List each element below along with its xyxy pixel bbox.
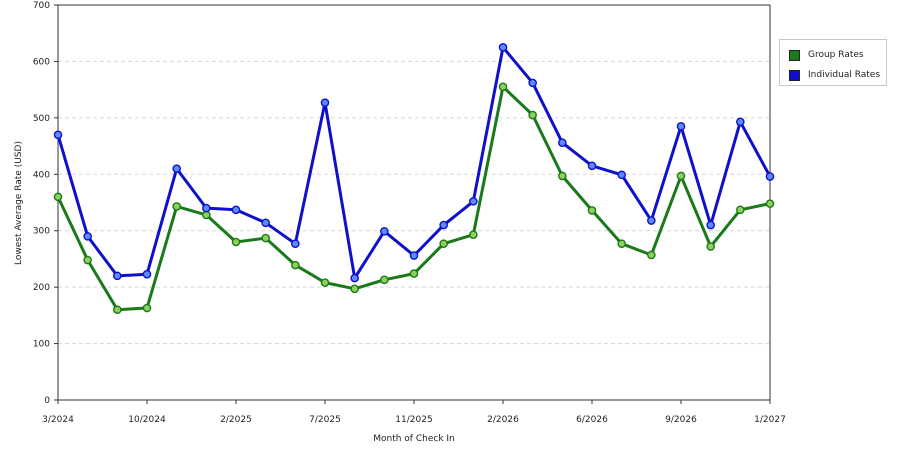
y-axis-title: Lowest Average Rate (USD) (14, 141, 24, 265)
data-point-group-rates (380, 275, 389, 285)
data-point-group-rates (53, 192, 63, 202)
data-point-group-rates (676, 171, 686, 181)
data-point-group-rates (528, 110, 537, 120)
data-point-group-rates (261, 233, 270, 243)
series (53, 43, 775, 315)
data-point-individual-rates (647, 216, 656, 225)
legend-item-individual-rates: Individual Rates (789, 68, 880, 82)
data-point-group-rates (498, 82, 508, 92)
data-point-individual-rates (498, 43, 508, 52)
data-point-individual-rates (83, 232, 92, 241)
data-point-individual-rates (617, 170, 626, 180)
data-point-individual-rates (142, 269, 152, 279)
legend-item-group-rates: Group Rates (789, 48, 864, 62)
y-tick-label: 500 (33, 114, 50, 124)
data-point-individual-rates (320, 98, 330, 107)
legend: Group Rates Individual Rates (779, 39, 887, 86)
y-tick-label: 100 (33, 340, 50, 350)
data-point-individual-rates (409, 251, 419, 260)
data-point-individual-rates (558, 138, 567, 147)
data-point-group-rates (765, 199, 775, 208)
data-point-group-rates (320, 278, 330, 287)
data-point-group-rates (617, 239, 626, 248)
y-tick-label: 400 (33, 170, 50, 180)
legend-swatch-individual-rates (789, 69, 800, 81)
legend-label-individual-rates: Individual Rates (808, 70, 881, 80)
data-point-individual-rates (528, 78, 537, 88)
data-point-individual-rates (587, 161, 597, 171)
data-point-group-rates (172, 202, 181, 211)
y-tick-label: 700 (33, 1, 50, 11)
data-point-group-rates (647, 250, 656, 260)
data-point-group-rates (113, 305, 122, 315)
x-tick-label: 2/2026 (487, 415, 519, 425)
y-tick-label: 200 (33, 283, 50, 293)
x-tick-label: 7/2025 (309, 415, 341, 425)
data-point-individual-rates (736, 117, 745, 127)
plot-frame (57, 4, 771, 401)
data-point-individual-rates (291, 239, 300, 248)
data-point-individual-rates (706, 220, 715, 230)
data-point-individual-rates (765, 172, 775, 181)
x-axis-title: Month of Check In (373, 434, 455, 444)
data-point-individual-rates (439, 220, 448, 230)
data-point-group-rates (409, 269, 419, 278)
data-point-individual-rates (231, 205, 241, 215)
data-point-individual-rates (202, 203, 211, 213)
data-point-individual-rates (172, 164, 181, 173)
data-point-group-rates (558, 171, 567, 181)
data-point-group-rates (587, 206, 597, 215)
data-point-individual-rates (676, 122, 686, 131)
data-point-group-rates (291, 260, 300, 270)
data-point-individual-rates (350, 273, 359, 283)
x-tick-label: 10/2024 (128, 415, 166, 425)
legend-swatch-group-rates (789, 49, 800, 61)
x-tick-label: 6/2026 (576, 415, 608, 425)
data-point-group-rates (83, 255, 92, 265)
data-point-group-rates (469, 230, 478, 239)
x-tick-label: 3/2024 (42, 415, 74, 425)
data-point-group-rates (350, 284, 359, 294)
data-point-group-rates (706, 242, 715, 251)
data-point-group-rates (142, 303, 152, 313)
data-point-group-rates (439, 239, 448, 248)
data-point-individual-rates (469, 197, 478, 206)
data-point-group-rates (736, 205, 745, 215)
x-tick-label: 9/2026 (665, 415, 697, 425)
x-tick-label: 11/2025 (395, 415, 432, 425)
gridlines (58, 4, 770, 345)
data-point-group-rates (231, 237, 241, 247)
axes: 0 100 200 300 400 500 600 700 3/2024 10/2024 2/202… (33, 1, 786, 425)
data-point-individual-rates (113, 271, 122, 281)
x-tick-label: 2/2025 (220, 415, 252, 425)
y-tick-label: 0 (44, 396, 50, 406)
data-point-individual-rates (380, 226, 389, 236)
data-point-individual-rates (53, 130, 63, 140)
y-tick-label: 300 (33, 227, 50, 237)
legend-label-group-rates: Group Rates (808, 50, 864, 60)
data-point-individual-rates (261, 218, 270, 228)
x-tick-label: 1/2027 (754, 415, 786, 425)
y-tick-label: 600 (33, 57, 50, 67)
